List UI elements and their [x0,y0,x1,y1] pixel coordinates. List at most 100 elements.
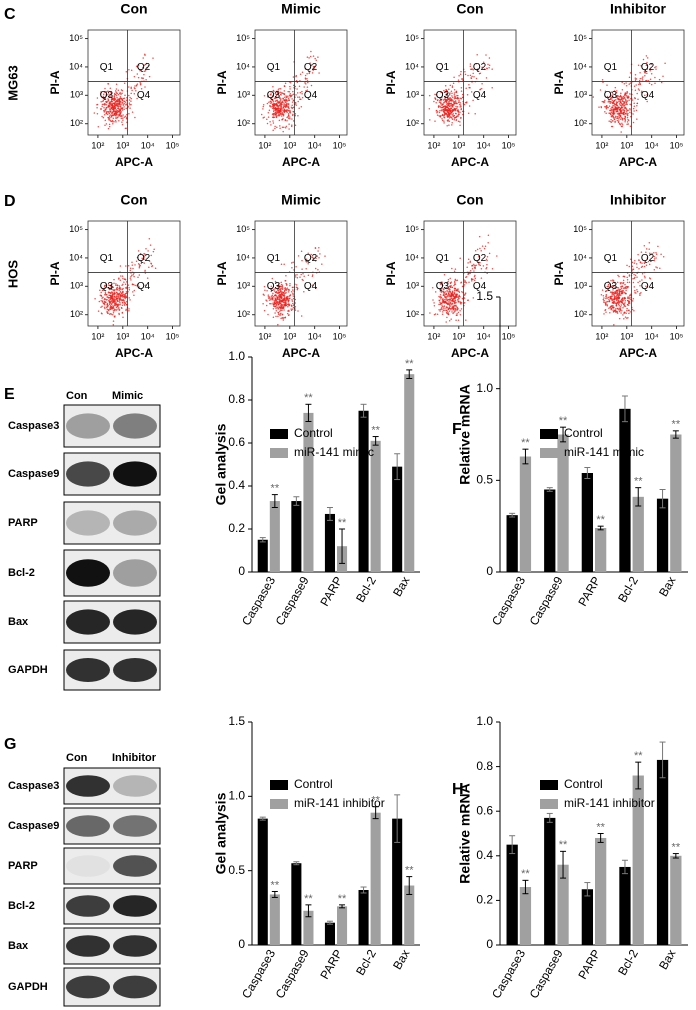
event-dot [458,101,460,103]
event-dot [290,112,292,114]
event-dot [277,316,279,318]
event-dot [307,86,309,88]
event-dot [605,298,607,300]
event-dot [291,305,293,307]
event-dot [613,102,615,104]
event-dot [112,120,114,122]
event-dot [443,120,445,122]
event-dot [460,102,462,104]
x-tick-label: 10² [595,140,608,150]
event-dot [618,298,620,300]
event-dot [306,73,308,75]
event-dot [116,289,118,291]
x-tick-label: Caspase9 [273,574,312,628]
event-dot [457,288,459,290]
event-dot [622,101,624,103]
event-dot [450,97,452,99]
event-dot [315,247,317,249]
significance: ** [304,392,313,404]
event-dot [119,99,121,101]
event-dot [115,299,117,301]
event-dot [628,296,630,298]
event-dot [634,286,636,288]
event-dot [266,300,268,302]
event-dot [438,309,440,311]
x-tick-label: 10³ [116,140,129,150]
x-tick-label: 10² [427,331,440,341]
event-dot [313,55,315,57]
event-dot [138,250,140,252]
event-dot [284,302,286,304]
event-dot [429,108,431,110]
event-dot [115,91,117,93]
event-dot [281,108,283,110]
event-dot [121,293,123,295]
event-dot [458,297,460,299]
event-dot [613,117,615,119]
event-dot [272,86,274,88]
y-tick-label: 10⁵ [405,33,419,43]
event-dot [115,284,117,286]
event-dot [600,106,602,108]
event-dot [616,111,618,113]
event-dot [279,307,281,309]
bar [582,473,593,572]
event-dot [119,309,121,311]
event-dot [286,96,288,98]
event-dot [618,106,620,108]
protein-label: PARP [8,860,38,872]
significance: ** [634,750,643,762]
event-dot [470,63,472,65]
event-dot [117,110,119,112]
event-dot [593,96,595,98]
plot-title: Mimic [281,192,321,208]
event-dot [443,122,445,124]
event-dot [644,275,646,277]
event-dot [149,238,151,240]
event-dot [619,311,621,313]
event-dot [116,105,118,107]
y-tick-label: 10³ [237,90,250,100]
protein-label: Caspase9 [8,820,59,832]
event-dot [618,101,620,103]
quadrant-label: Q4 [304,281,318,292]
event-dot [459,111,461,113]
event-dot [283,115,285,117]
event-dot [457,301,459,303]
event-dot [465,88,467,90]
event-dot [264,310,266,312]
quadrant-label: Q3 [436,90,450,101]
event-dot [621,293,623,295]
y-axis-label: Gel analysis [213,792,229,874]
event-dot [273,122,275,124]
event-dot [299,276,301,278]
event-dot [634,292,636,294]
event-dot [468,259,470,261]
plot-title: Inhibitor [610,192,667,208]
event-dot [285,292,287,294]
event-dot [617,312,619,314]
event-dot [604,106,606,108]
event-dot [293,93,295,95]
event-dot [287,306,289,308]
event-dot [471,76,473,78]
event-dot [455,302,457,304]
event-dot [619,115,621,117]
blot-band [113,775,157,797]
event-dot [433,302,435,304]
blot-band [66,895,110,917]
quadrant-label: Q2 [137,62,151,73]
quadrant-label: Q1 [267,62,281,73]
event-dot [616,304,618,306]
event-dot [307,56,309,58]
quadrant-label: Q2 [473,62,487,73]
event-dot [274,306,276,308]
event-dot [470,270,472,272]
event-dot [624,284,626,286]
event-dot [465,277,467,279]
plot-title: Mimic [281,1,321,17]
event-dot [608,297,610,299]
x-tick-label: 10⁵ [333,140,347,150]
event-dot [287,310,289,312]
event-dot [638,268,640,270]
